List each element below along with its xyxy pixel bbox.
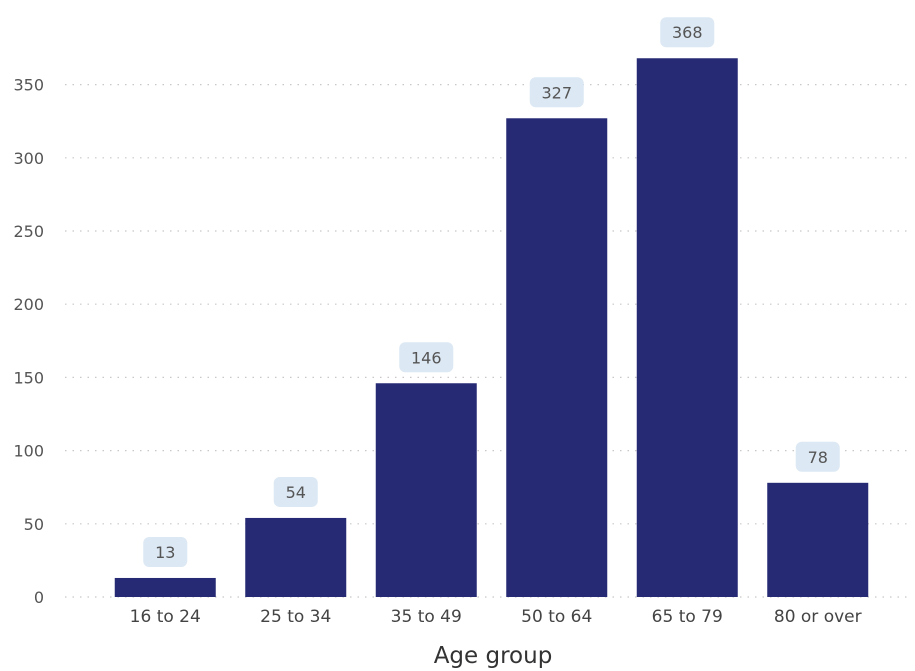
x-tick-label: 35 to 49 (391, 607, 462, 627)
x-tick-label: 50 to 64 (521, 607, 592, 627)
data-label-background (660, 17, 715, 48)
data-label: 146 (411, 348, 442, 367)
y-tick-label: 0 (34, 588, 44, 607)
data-label: 78 (808, 448, 828, 467)
y-tick-label: 50 (24, 515, 44, 534)
y-tick-label: 150 (13, 368, 44, 387)
bars (114, 58, 869, 598)
data-labels: 13 54 146 327 368 78 (143, 17, 840, 567)
data-label-background (529, 77, 584, 108)
bar (767, 482, 869, 597)
x-tick-label: 80 or over (774, 607, 862, 627)
bar (636, 58, 738, 598)
y-tick-label: 350 (13, 76, 44, 95)
bar (375, 383, 477, 597)
x-tick-label: 16 to 24 (130, 607, 201, 627)
data-label: 54 (286, 483, 306, 502)
y-tick-label: 100 (13, 442, 44, 461)
y-tick-label: 300 (13, 149, 44, 168)
y-axis-ticks: 0 50 100 150 200 250 300 350 (13, 76, 44, 607)
bar (506, 118, 608, 597)
y-tick-label: 250 (13, 222, 44, 241)
bar (114, 577, 216, 597)
data-label: 327 (541, 83, 572, 102)
data-label-background (795, 441, 840, 472)
x-tick-label: 65 to 79 (652, 607, 723, 627)
x-tick-label: 25 to 34 (260, 607, 331, 627)
x-axis-title: Age group (434, 643, 553, 669)
bar (245, 517, 347, 597)
data-label-background (273, 476, 318, 507)
x-axis-ticks: 16 to 24 25 to 34 35 to 49 50 to 64 65 to 79… (130, 607, 862, 627)
data-label-background (143, 536, 188, 567)
data-label: 368 (672, 23, 703, 42)
data-label: 13 (155, 543, 175, 562)
y-tick-label: 200 (13, 295, 44, 314)
data-label-background (399, 342, 454, 373)
